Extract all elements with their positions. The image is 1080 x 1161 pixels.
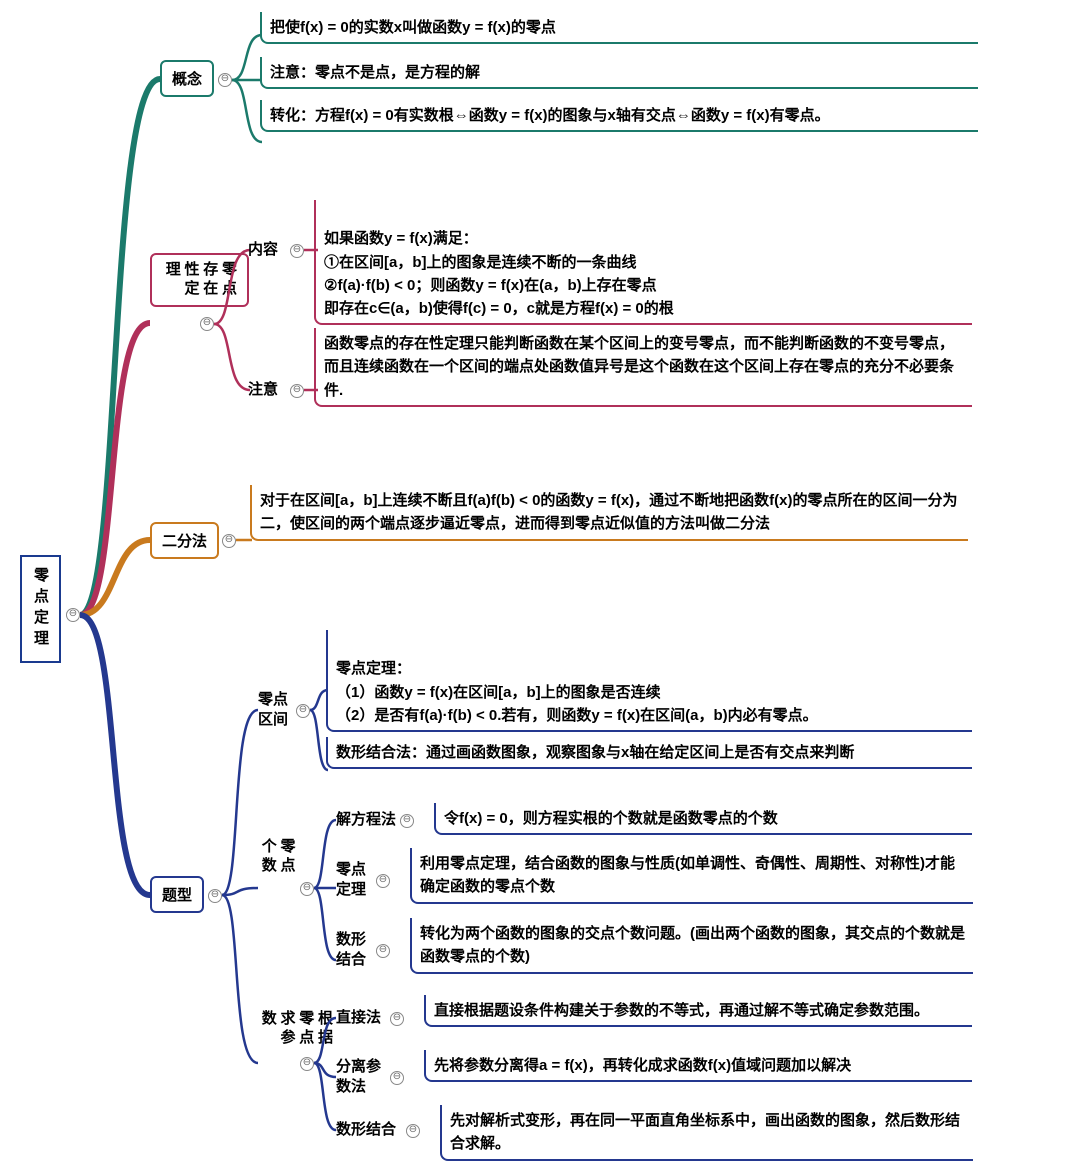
toggle-icon[interactable]: ⊖	[300, 882, 314, 896]
leaf-text: 利用零点定理，结合函数的图象与性质(如单调性、奇偶性、周期性、对称性)才能确定函…	[420, 855, 955, 895]
toggle-icon[interactable]: ⊖	[376, 944, 390, 958]
count-m2-leaf: 利用零点定理，结合函数的图象与性质(如单调性、奇偶性、周期性、对称性)才能确定函…	[410, 848, 973, 904]
param-m1: 直接法	[336, 1008, 381, 1028]
concept-leaf-1: 把使f(x) = 0的实数x叫做函数y = f(x)的零点	[260, 12, 978, 44]
concept-leaf-3: 转化：方程f(x) = 0有实数根⇔函数y = f(x)的图象与x轴有交点⇔函数…	[260, 100, 978, 132]
leaf-text: 转化：方程f(x) = 0有实数根⇔函数y = f(x)的图象与x轴有交点⇔函数…	[270, 107, 830, 124]
existence-note-leaf: 函数零点的存在性定理只能判断函数在某个区间上的变号零点，而不能判断函数的不变号零…	[314, 328, 972, 407]
toggle-icon[interactable]: ⊖	[390, 1071, 404, 1085]
leaf-text: 注意：零点不是点，是方程的解	[270, 64, 480, 81]
count-m3: 数形结合	[336, 930, 370, 969]
param-m2-leaf: 先将参数分离得a = f(x)，再转化成求函数f(x)值域问题加以解决	[424, 1050, 972, 1082]
types-param-label: 根据零点求参数	[258, 1010, 333, 1048]
existence-content-leaf: 如果函数y = f(x)满足： ①在区间[a，b]上的图象是连续不断的一条曲线 …	[314, 200, 972, 325]
toggle-icon[interactable]: ⊖	[66, 608, 80, 622]
leaf-text: 转化为两个函数的图象的交点个数问题。(画出两个函数的图象，其交点的个数就是函数零…	[420, 925, 965, 965]
toggle-icon[interactable]: ⊖	[300, 1057, 314, 1071]
concept-leaf-2: 注意：零点不是点，是方程的解	[260, 57, 978, 89]
leaf-text: 函数零点的存在性定理只能判断函数在某个区间上的变号零点，而不能判断函数的不变号零…	[324, 335, 954, 399]
leaf-text: 直接根据题设条件构建关于参数的不等式，再通过解不等式确定参数范围。	[434, 1002, 929, 1019]
existence-sub-note: 注意	[248, 380, 278, 400]
count-m3-leaf: 转化为两个函数的图象的交点个数问题。(画出两个函数的图象，其交点的个数就是函数零…	[410, 918, 973, 974]
leaf-text: 数形结合法：通过画函数图象，观察图象与x轴在给定区间上是否有交点来判断	[336, 744, 854, 761]
existence-node: 零点存在性定理	[150, 253, 249, 307]
count-m1: 解方程法	[336, 810, 396, 830]
existence-label: 零点存在性定理	[164, 261, 237, 299]
types-count-label: 零点个数	[258, 838, 296, 876]
param-m3: 数形结合	[336, 1120, 396, 1140]
bisection-leaf: 对于在区间[a，b]上连续不断且f(a)f(b) < 0的函数y = f(x)，…	[250, 485, 968, 541]
count-m1-leaf: 令f(x) = 0，则方程实根的个数就是函数零点的个数	[434, 803, 972, 835]
root-connector	[72, 0, 162, 1160]
types-label: 题型	[162, 887, 192, 904]
count-m2: 零点定理	[336, 860, 370, 899]
bisection-node: 二分法	[150, 522, 219, 559]
toggle-icon[interactable]: ⊖	[296, 704, 310, 718]
types-interval-leaf-1: 零点定理： （1）函数y = f(x)在区间[a，b]上的图象是否连续 （2）是…	[326, 630, 972, 732]
toggle-icon[interactable]: ⊖	[406, 1124, 420, 1138]
toggle-icon[interactable]: ⊖	[376, 874, 390, 888]
leaf-text: 把使f(x) = 0的实数x叫做函数y = f(x)的零点	[270, 19, 556, 36]
toggle-icon[interactable]: ⊖	[290, 384, 304, 398]
toggle-icon[interactable]: ⊖	[400, 814, 414, 828]
existence-sub-content: 内容	[248, 240, 278, 260]
types-interval-leaf-2: 数形结合法：通过画函数图象，观察图象与x轴在给定区间上是否有交点来判断	[326, 737, 972, 769]
types-interval-label: 零点区间	[258, 690, 292, 729]
param-m3-leaf: 先对解析式变形，再在同一平面直角坐标系中，画出函数的图象，然后数形结合求解。	[440, 1105, 973, 1161]
param-m1-leaf: 直接根据题设条件构建关于参数的不等式，再通过解不等式确定参数范围。	[424, 995, 972, 1027]
toggle-icon[interactable]: ⊖	[200, 317, 214, 331]
bisection-label: 二分法	[162, 533, 207, 550]
leaf-text: 先将参数分离得a = f(x)，再转化成求函数f(x)值域问题加以解决	[434, 1057, 851, 1074]
toggle-icon[interactable]: ⊖	[390, 1012, 404, 1026]
types-node: 题型	[150, 876, 204, 913]
concept-node: 概念	[160, 60, 214, 97]
concept-label: 概念	[172, 71, 202, 88]
leaf-text: 零点定理： （1）函数y = f(x)在区间[a，b]上的图象是否连续 （2）是…	[336, 660, 818, 724]
param-m2: 分离参数法	[336, 1057, 386, 1096]
existence-connector	[210, 200, 260, 450]
leaf-text: 先对解析式变形，再在同一平面直角坐标系中，画出函数的图象，然后数形结合求解。	[450, 1112, 960, 1152]
toggle-icon[interactable]: ⊖	[290, 244, 304, 258]
toggle-icon[interactable]: ⊖	[218, 73, 232, 87]
root-label: 零点定理	[32, 567, 49, 651]
leaf-text: 令f(x) = 0，则方程实根的个数就是函数零点的个数	[444, 810, 778, 827]
leaf-text: 如果函数y = f(x)满足： ①在区间[a，b]上的图象是连续不断的一条曲线 …	[324, 230, 674, 317]
toggle-icon[interactable]: ⊖	[222, 534, 236, 548]
root-node: 零点定理	[20, 555, 61, 663]
leaf-text: 对于在区间[a，b]上连续不断且f(a)f(b) < 0的函数y = f(x)，…	[260, 492, 958, 532]
toggle-icon[interactable]: ⊖	[208, 889, 222, 903]
